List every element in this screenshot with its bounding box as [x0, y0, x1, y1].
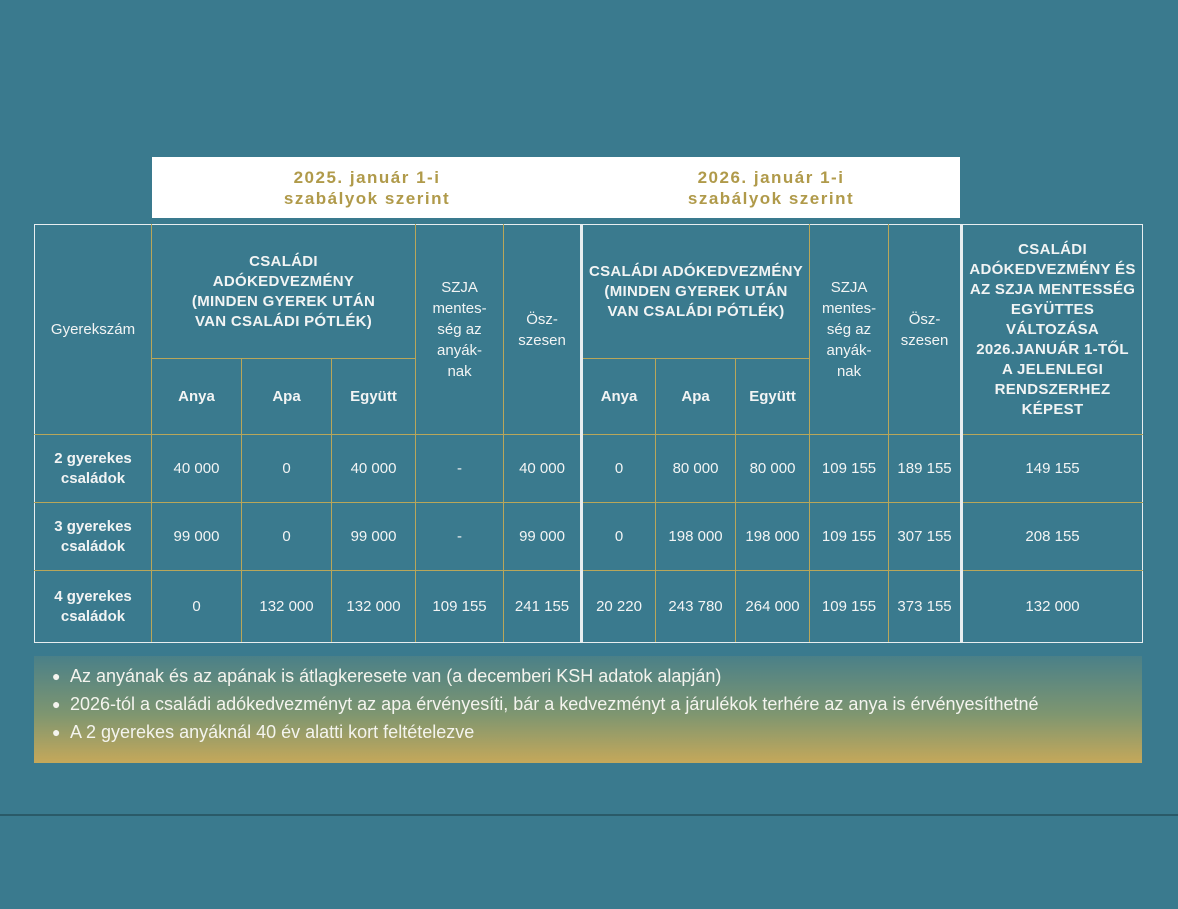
cell-apa-2026: 243 780: [655, 570, 737, 643]
cell-apa-2025: 132 000: [241, 570, 332, 643]
cell-osszesen-2025: 40 000: [503, 434, 583, 503]
table-row: 2 gyerekes családok 40 000 0 40 000 - 40…: [34, 434, 1144, 503]
bullet-icon: ●: [52, 668, 61, 684]
cell-anya-2025: 99 000: [151, 502, 242, 571]
divider: [0, 814, 1178, 816]
banner-2026-rules: 2026. január 1-i szabályok szerint: [687, 167, 855, 208]
notes-panel: ● Az anyának és az apának is átlagkereset…: [34, 656, 1142, 763]
cell-egyutt-2025: 99 000: [330, 502, 417, 571]
cell-szja-2025: -: [415, 502, 505, 571]
header-gyerekszam: Gyerekszám: [34, 224, 152, 435]
cell-osszesen-2025: 99 000: [503, 502, 583, 571]
bullet-icon: ●: [52, 696, 61, 712]
subheader-anya-2025: Anya: [151, 358, 242, 435]
cell-anya-2025: 0: [151, 570, 242, 643]
row-label: 3 gyerekes családok: [34, 502, 152, 571]
cell-szja-2026: 109 155: [809, 570, 890, 643]
cell-apa-2025: 0: [241, 434, 332, 503]
cell-anya-2025: 40 000: [151, 434, 242, 503]
header-valtozas: CSALÁDI ADÓKEDVEZMÉNY ÉS AZ SZJA MENTESS…: [960, 224, 1144, 435]
note-item: ● A 2 gyerekes anyáknál 40 év alatti kort…: [52, 718, 1142, 746]
cell-anya-2026: 20 220: [580, 570, 657, 643]
subheader-apa-2026: Apa: [655, 358, 737, 435]
cell-szja-2025: -: [415, 434, 505, 503]
row-label: 4 gyerekes családok: [34, 570, 152, 643]
header-osszesen-2026: Ösz- szesen: [888, 224, 963, 435]
comparison-table: Gyerekszám CSALÁDI ADÓKEDVEZMÉNY (MINDEN…: [34, 224, 1144, 643]
subheader-apa-2025: Apa: [241, 358, 332, 435]
cell-osszesen-2026: 189 155: [888, 434, 963, 503]
table-row: 3 gyerekes családok 99 000 0 99 000 - 99…: [34, 502, 1144, 571]
cell-osszesen-2025: 241 155: [503, 570, 583, 643]
note-text: Az anyának és az apának is átlagkeresete…: [70, 666, 722, 686]
header-szja-2026: SZJA mentes- ség az anyák- nak: [809, 224, 890, 435]
header-csaladi-2026: CSALÁDI ADÓKEDVEZMÉNY (MINDEN GYEREK UTÁ…: [580, 224, 811, 359]
subheader-egyutt-2026: Együtt: [735, 358, 811, 435]
cell-valtozas: 132 000: [960, 570, 1144, 643]
cell-egyutt-2026: 264 000: [735, 570, 811, 643]
cell-egyutt-2025: 132 000: [330, 570, 417, 643]
row-label: 2 gyerekes családok: [34, 434, 152, 503]
subheader-anya-2026: Anya: [580, 358, 657, 435]
header-csaladi-2025: CSALÁDI ADÓKEDVEZMÉNY (MINDEN GYEREK UTÁ…: [150, 224, 417, 359]
notes-list: ● Az anyának és az apának is átlagkereset…: [34, 656, 1142, 746]
note-text: A 2 gyerekes anyáknál 40 év alatti kort …: [70, 722, 475, 742]
note-item: ● Az anyának és az apának is átlagkereset…: [52, 662, 1142, 690]
note-text: 2026-tól a családi adókedvezményt az apa…: [70, 694, 1039, 714]
note-item: ● 2026-tól a családi adókedvezményt az ap…: [52, 690, 1142, 718]
table-row: 4 gyerekes családok 0 132 000 132 000 10…: [34, 570, 1144, 643]
header-szja-2025: SZJA mentes- ség az anyák- nak: [415, 224, 505, 435]
cell-osszesen-2026: 307 155: [888, 502, 963, 571]
cell-osszesen-2026: 373 155: [888, 570, 963, 643]
cell-valtozas: 208 155: [960, 502, 1144, 571]
cell-apa-2026: 80 000: [655, 434, 737, 503]
period-banner: 2025. január 1-i szabályok szerint 2026.…: [152, 157, 960, 218]
cell-szja-2025: 109 155: [415, 570, 505, 643]
banner-2025-rules: 2025. január 1-i szabályok szerint: [283, 167, 451, 208]
cell-egyutt-2026: 198 000: [735, 502, 811, 571]
cell-apa-2025: 0: [241, 502, 332, 571]
cell-egyutt-2025: 40 000: [330, 434, 417, 503]
cell-anya-2026: 0: [580, 434, 657, 503]
subheader-egyutt-2025: Együtt: [330, 358, 417, 435]
header-osszesen-2025: Ösz- szesen: [503, 224, 583, 435]
cell-anya-2026: 0: [580, 502, 657, 571]
cell-szja-2026: 109 155: [809, 434, 890, 503]
cell-szja-2026: 109 155: [809, 502, 890, 571]
cell-apa-2026: 198 000: [655, 502, 737, 571]
cell-valtozas: 149 155: [960, 434, 1144, 503]
cell-egyutt-2026: 80 000: [735, 434, 811, 503]
bullet-icon: ●: [52, 724, 61, 740]
